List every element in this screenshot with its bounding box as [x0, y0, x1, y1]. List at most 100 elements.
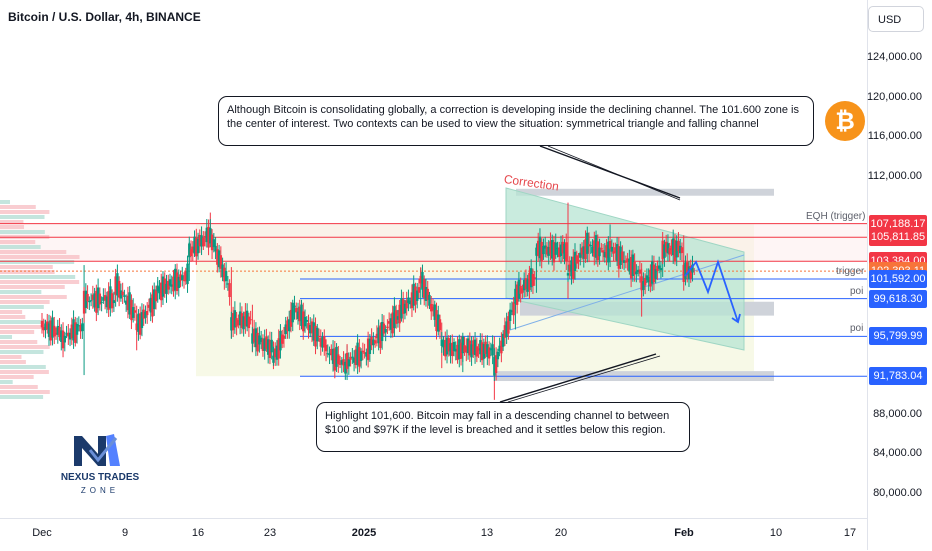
candle-body	[670, 245, 673, 251]
candle-body	[354, 349, 358, 365]
candle-body	[272, 355, 275, 363]
volume-profile-bar	[0, 285, 65, 289]
candle-body	[465, 346, 468, 353]
candle-body	[600, 248, 603, 250]
candle-body	[112, 300, 116, 304]
candle-body	[188, 243, 191, 258]
candle-body	[221, 264, 224, 278]
candle-body	[202, 237, 205, 247]
price-label[interactable]: 99,618.30	[869, 289, 927, 308]
candle-body	[333, 348, 337, 371]
time-axis-tick: 17	[843, 527, 857, 539]
candle-body	[91, 294, 95, 300]
candle-body	[365, 352, 368, 357]
price-label[interactable]: 101,592.00	[869, 270, 927, 289]
candle-body	[349, 356, 352, 360]
candle-body	[449, 343, 452, 356]
candle-body	[396, 316, 400, 320]
candle-body	[494, 355, 498, 373]
candle-body	[133, 310, 137, 313]
time-axis[interactable]: Dec 9 16 23 2025 13 20 Feb 10 17	[0, 518, 867, 551]
candle-body	[93, 293, 96, 308]
candle-body	[505, 321, 508, 338]
candle-body	[373, 340, 377, 344]
candle-body	[380, 321, 384, 342]
volume-profile-bar	[0, 290, 42, 294]
volume-profile-bar	[0, 270, 55, 274]
candle-body	[635, 271, 638, 275]
candle-body	[593, 240, 596, 257]
candle-body	[624, 261, 628, 263]
chart-title[interactable]: Bitcoin / U.S. Dollar, 4h, BINANCE	[8, 10, 201, 24]
candle-body	[358, 346, 361, 367]
price-axis-tick: 124,000.00	[866, 51, 922, 63]
candle-body	[96, 287, 100, 309]
top-annotation-note[interactable]: Although Bitcoin is consolidating global…	[218, 96, 814, 146]
candle-body	[510, 310, 514, 313]
candle-body	[500, 340, 503, 354]
time-axis-tick: Feb	[674, 527, 694, 539]
candle-body	[240, 313, 244, 328]
candle-body	[529, 268, 533, 288]
candle-body	[386, 326, 389, 328]
candle-body	[664, 241, 668, 253]
candle-body	[617, 246, 621, 269]
candle-body	[691, 264, 694, 273]
bottom-annotation-note[interactable]: Highlight 101,600. Bitcoin may fall in a…	[316, 402, 690, 452]
candle-body	[261, 338, 265, 351]
candle-body	[258, 335, 261, 345]
price-axis-tick: 116,000.00	[867, 130, 922, 143]
candle-body	[384, 328, 387, 333]
price-label[interactable]: 91,783.04	[869, 367, 927, 386]
volume-profile-bar	[0, 260, 75, 264]
candle-body	[102, 297, 105, 301]
candle-body	[556, 247, 559, 249]
candle-body	[594, 235, 598, 258]
candle-body	[687, 266, 691, 279]
candle-body	[42, 327, 45, 331]
candle-body	[60, 330, 63, 342]
candle-body	[263, 338, 266, 351]
candle-body	[389, 318, 393, 330]
candle-body	[540, 241, 543, 262]
volume-profile-bar	[0, 350, 44, 354]
projection-path	[684, 259, 739, 323]
candle-body	[284, 324, 287, 335]
candle-body	[615, 244, 619, 261]
volume-profile-bar	[0, 370, 49, 374]
currency-selector[interactable]: USD	[868, 6, 924, 32]
volume-profile-bar	[0, 250, 67, 254]
candle-body	[461, 336, 464, 354]
bottom-note-pointer	[507, 355, 661, 403]
candle-body	[622, 260, 626, 263]
candle-body	[626, 258, 629, 262]
price-label[interactable]: 107,188.17	[869, 214, 927, 233]
candle-body	[547, 247, 550, 256]
candle-body	[610, 246, 614, 252]
candle-body	[137, 313, 140, 332]
candle-body	[231, 313, 235, 331]
candle-body	[673, 240, 677, 262]
candle-body	[181, 275, 184, 280]
volume-profile-bar	[0, 385, 38, 389]
candle-body	[131, 307, 135, 318]
candle-body	[382, 323, 386, 334]
candle-body	[130, 299, 133, 321]
candle-body	[591, 246, 594, 253]
candle-body	[459, 342, 463, 359]
candle-body	[75, 323, 79, 335]
price-label[interactable]: 95,799.99	[869, 327, 927, 346]
candle-body	[458, 339, 461, 359]
candle-body	[288, 319, 291, 332]
price-label[interactable]: 105,811.85	[869, 228, 927, 247]
volume-profile-bar	[0, 300, 50, 304]
candle-body	[144, 311, 147, 318]
candle-body	[317, 336, 321, 338]
volume-profile-bar	[0, 355, 22, 359]
candle-body	[312, 322, 315, 341]
candle-body	[321, 336, 324, 348]
price-chart[interactable]	[0, 0, 867, 518]
candle-body	[468, 340, 472, 356]
candle-body	[230, 317, 233, 331]
candle-body	[598, 247, 601, 257]
